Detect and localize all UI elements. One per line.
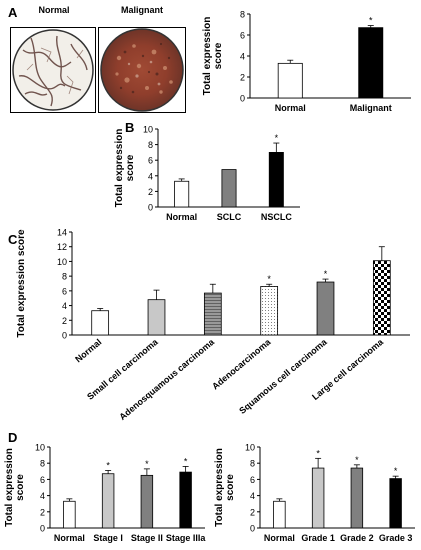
y-tick-label: 4	[62, 301, 67, 311]
bar-grade-3	[389, 478, 402, 529]
y-tick-label: 10	[245, 443, 255, 453]
x-tick-label: SCLC	[217, 212, 242, 222]
chart-b-total-expression: 0 2 4 6 8 10 Total expressionscore Normal SCLC * N…	[114, 125, 300, 222]
bar-sclc	[221, 169, 237, 208]
significance-marker: *	[184, 456, 188, 466]
bar-large-cell-carcinoma	[372, 260, 391, 336]
y-tick-label: 2	[148, 187, 153, 197]
y-axis-title: Total expression score	[16, 229, 27, 338]
y-tick-label: 10	[57, 257, 67, 267]
bar-normal	[277, 62, 303, 99]
y-axis-title: Total expressionscore	[114, 129, 136, 208]
significance-marker: *	[355, 455, 359, 465]
bar-adenocarcinoma	[260, 286, 279, 336]
y-tick-label: 8	[250, 459, 255, 469]
panel-letter-b: B	[125, 120, 135, 135]
y-axis-title: Total expressionscore	[202, 17, 224, 96]
x-tick-label: Malignant	[350, 103, 392, 113]
y-tick-label: 2	[62, 316, 67, 326]
significance-marker: *	[275, 133, 279, 143]
bar-normal	[174, 180, 190, 208]
significance-marker: *	[106, 460, 110, 470]
bar-stage-i	[101, 473, 115, 529]
significance-marker: *	[267, 274, 271, 284]
significance-marker: *	[316, 448, 320, 458]
significance-marker: *	[145, 459, 149, 469]
y-tick-label: 4	[250, 491, 255, 501]
y-tick-label: 8	[40, 459, 45, 469]
bar-stage-ii	[140, 474, 154, 529]
y-tick-label: 12	[57, 242, 67, 252]
bar-adenosquamous-carcinoma	[203, 292, 222, 336]
x-tick-label: Grade 1	[301, 533, 335, 543]
y-tick-label: 0	[148, 203, 153, 213]
y-tick-label: 0	[40, 524, 45, 534]
bar-squamous-cell-carcinoma	[316, 281, 335, 336]
x-tick-label: Normal	[54, 533, 85, 543]
chart-a-total-expression: 0 2 4 6 8 Total expressionscore Normal * Maligna…	[202, 10, 411, 113]
x-tick-label: Stage I	[93, 533, 123, 543]
bar-grade-1	[311, 467, 325, 529]
y-tick-label: 14	[57, 228, 67, 238]
y-tick-label: 0	[250, 524, 255, 534]
y-tick-label: 6	[62, 286, 67, 296]
y-tick-label: 6	[240, 31, 245, 41]
bar-grade-2	[350, 467, 364, 529]
x-tick-label: Normal	[73, 337, 103, 365]
bar-small-cell-carcinoma	[147, 299, 166, 336]
y-tick-label: 6	[148, 156, 153, 166]
y-tick-label: 4	[240, 52, 245, 62]
chart-d-stage-expression: 0 2 4 6 8 10 Total expressionscore Normal * Stage…	[4, 443, 207, 544]
chart-d-grade-expression: 0 2 4 6 8 10 Total expressionscore Normal * Grade…	[214, 443, 415, 543]
y-tick-label: 4	[40, 491, 45, 501]
y-tick-label: 0	[240, 94, 245, 104]
y-tick-label: 6	[250, 475, 255, 485]
y-tick-label: 2	[250, 507, 255, 517]
bar-normal	[63, 500, 76, 529]
malignant-tissue-image	[98, 27, 186, 113]
significance-marker: *	[394, 466, 398, 476]
normal-image-label: Normal	[38, 5, 70, 15]
y-tick-label: 8	[62, 272, 67, 282]
x-tick-label: Normal	[166, 212, 197, 222]
x-tick-label: Normal	[264, 533, 295, 543]
y-tick-label: 0	[62, 331, 67, 341]
y-tick-label: 10	[143, 125, 153, 135]
bar-normal	[273, 500, 286, 529]
x-tick-label: Stage II	[131, 533, 163, 543]
bar-malignant	[358, 27, 384, 99]
malignant-image-label: Malignant	[121, 5, 163, 15]
y-tick-label: 8	[148, 140, 153, 150]
bar-normal	[91, 310, 110, 336]
normal-tissue-image	[10, 27, 96, 113]
y-tick-label: 10	[35, 443, 45, 453]
significance-marker: *	[369, 16, 373, 26]
y-tick-label: 2	[40, 507, 45, 517]
y-tick-label: 4	[148, 171, 153, 181]
panel-letter-a: A	[8, 5, 18, 20]
y-tick-label: 2	[240, 73, 245, 83]
y-tick-label: 8	[240, 10, 245, 20]
x-tick-label: Grade 2	[340, 533, 374, 543]
significance-marker: *	[324, 269, 328, 279]
x-tick-label: Stage IIIa	[166, 533, 207, 543]
x-tick-label: NSCLC	[261, 212, 292, 222]
y-tick-label: 6	[40, 475, 45, 485]
x-tick-label: Normal	[275, 103, 306, 113]
x-tick-label: Adenosquamous carcinoma	[117, 336, 217, 422]
bar-stage-iiia	[179, 471, 192, 529]
bar-nsclc	[268, 152, 284, 208]
y-axis-title: Total expressionscore	[214, 448, 236, 527]
panel-letter-c: C	[8, 232, 18, 247]
y-axis-title: Total expressionscore	[4, 448, 26, 527]
x-tick-label: Grade 3	[379, 533, 413, 543]
x-tick-label: Adenocarcinoma	[210, 336, 273, 391]
panel-letter-d: D	[8, 430, 18, 445]
